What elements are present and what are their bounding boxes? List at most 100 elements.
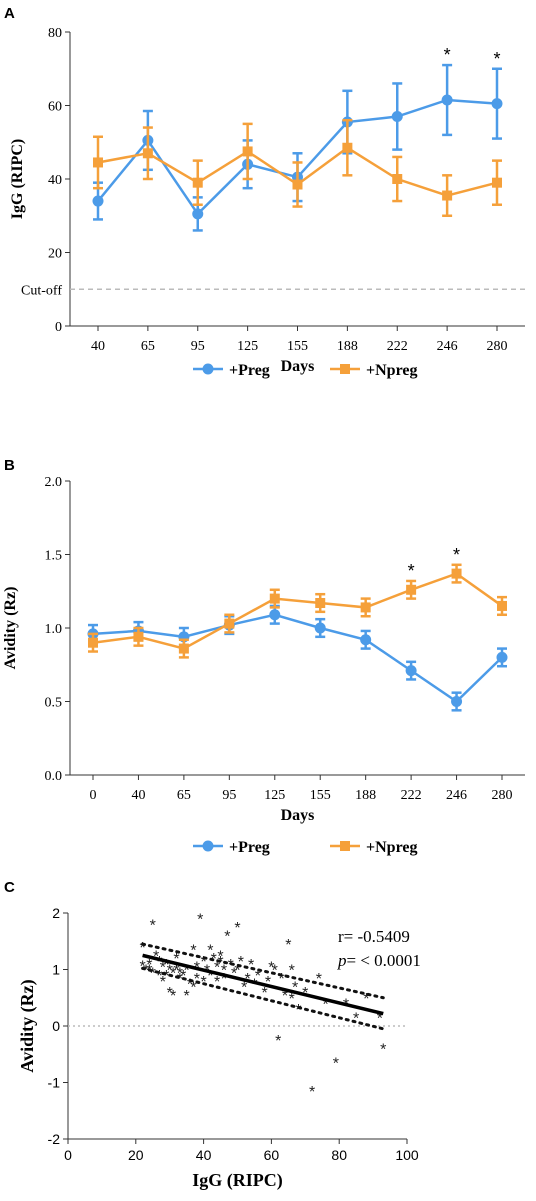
scatter-point: * [217, 954, 223, 971]
x-tick-label: 188 [355, 788, 376, 803]
scatter-point: * [278, 971, 284, 988]
chart-panel-b: 0.0 0.5 1.0 1.5 2.0 0 40 65 95 125 155 188 222 246 280… [2, 475, 525, 856]
x-tick-label: 188 [337, 339, 358, 354]
scatter-point: * [163, 968, 169, 985]
scatter-point: * [289, 991, 295, 1008]
scatter-point: * [146, 957, 152, 974]
data-point [442, 190, 453, 201]
series-line [92, 572, 503, 650]
scatter-point: * [363, 991, 369, 1008]
scatter-point: * [160, 960, 166, 977]
scatter-point: * [214, 974, 220, 991]
y-tick-label: 80 [48, 26, 62, 41]
chart-panel-a: 0 20 40 60 80 40 65 95 125 155 188 222 246 280 Cut-off… [9, 26, 525, 379]
data-point [314, 622, 326, 634]
x-tick-label: 125 [264, 788, 285, 803]
data-point [497, 600, 507, 611]
data-point [391, 111, 403, 123]
scatter-point: * [272, 963, 278, 980]
scatter-point: * [217, 948, 223, 965]
scatter-point: * [150, 965, 156, 982]
x-tick-label: 40 [131, 788, 145, 803]
y-tick-label: 1.5 [45, 549, 63, 564]
x-tick-label: 65 [177, 788, 191, 803]
scatter-point: * [248, 957, 254, 974]
x-tick-label: 65 [141, 339, 155, 354]
data-point [492, 177, 502, 188]
x-tick-label: 280 [487, 339, 508, 354]
x-tick-label: 246 [446, 788, 467, 803]
x-axis-title: IgG (RIPC) [192, 1170, 283, 1191]
scatter-point: * [143, 963, 149, 980]
panel-label-b: B [4, 457, 15, 474]
scatter-point: * [180, 968, 186, 985]
x-tick-label: 246 [437, 339, 458, 354]
scatter-point: * [380, 1042, 386, 1059]
data-point [93, 157, 103, 168]
y-tick-label: -2 [48, 1131, 61, 1147]
scatter-point: * [167, 963, 173, 980]
legend-label: +Preg [229, 362, 270, 379]
data-point [360, 634, 372, 646]
y-tick-label: 20 [48, 247, 62, 262]
y-tick-label: 2.0 [45, 475, 63, 490]
scatter-point: * [190, 979, 196, 996]
series-line [92, 613, 503, 704]
significance-marker: * [453, 545, 460, 565]
scatter-point: * [262, 985, 268, 1002]
x-tick-label: 222 [387, 339, 408, 354]
scatter-point: * [241, 979, 247, 996]
scatter-point: * [173, 951, 179, 968]
scatter-point: * [316, 971, 322, 988]
scatter-point: * [377, 1011, 383, 1028]
scatter-point: * [184, 988, 190, 1005]
legend-marker [202, 840, 214, 852]
scatter-point: * [170, 965, 176, 982]
legend-label: +Npreg [366, 839, 417, 856]
scatter-point: * [255, 968, 261, 985]
scatter-point: * [228, 957, 234, 974]
y-tick-label: 0.0 [45, 769, 63, 784]
data-point [491, 98, 503, 110]
scatter-point: * [289, 963, 295, 980]
data-point [451, 568, 462, 579]
r-value: r= -0.5409 [338, 927, 410, 946]
scatter-point: * [221, 971, 227, 988]
data-point [269, 593, 280, 604]
data-point [315, 598, 326, 609]
scatter-point: * [292, 979, 298, 996]
y-tick-label: 0 [52, 1018, 60, 1034]
scatter-point: * [167, 985, 173, 1002]
data-point [142, 148, 153, 159]
y-axis-title: Avidity (Rz) [17, 979, 38, 1072]
x-tick-label: 100 [395, 1147, 419, 1163]
p-symbol: p [337, 951, 347, 970]
legend-marker [202, 363, 214, 375]
x-tick-label: 125 [237, 339, 258, 354]
scatter-point: * [295, 1002, 301, 1019]
confidence-band-lower [141, 966, 385, 1031]
scatter-point: * [265, 974, 271, 991]
data-point [133, 631, 144, 642]
data-point [192, 177, 203, 188]
y-tick-label: 60 [48, 100, 62, 115]
scatter-point: * [275, 1033, 281, 1050]
data-point [224, 618, 235, 629]
scatter-point: * [156, 954, 162, 971]
y-tick-label: -1 [48, 1075, 61, 1091]
x-axis-title: Days [281, 807, 315, 824]
scatter-point: * [184, 963, 190, 980]
x-tick-label: 20 [128, 1147, 144, 1163]
legend-label: +Preg [229, 839, 270, 856]
scatter-point: * [207, 968, 213, 985]
scatter-point: * [285, 937, 291, 954]
data-point [496, 651, 508, 663]
legend-marker [340, 364, 350, 374]
x-tick-label: 95 [191, 339, 205, 354]
y-axis-title: IgG (RIPC) [9, 139, 26, 219]
y-tick-label: 0 [55, 320, 62, 335]
x-tick-label: 0 [64, 1147, 72, 1163]
data-point [178, 643, 189, 654]
scatter-point: * [251, 977, 257, 994]
